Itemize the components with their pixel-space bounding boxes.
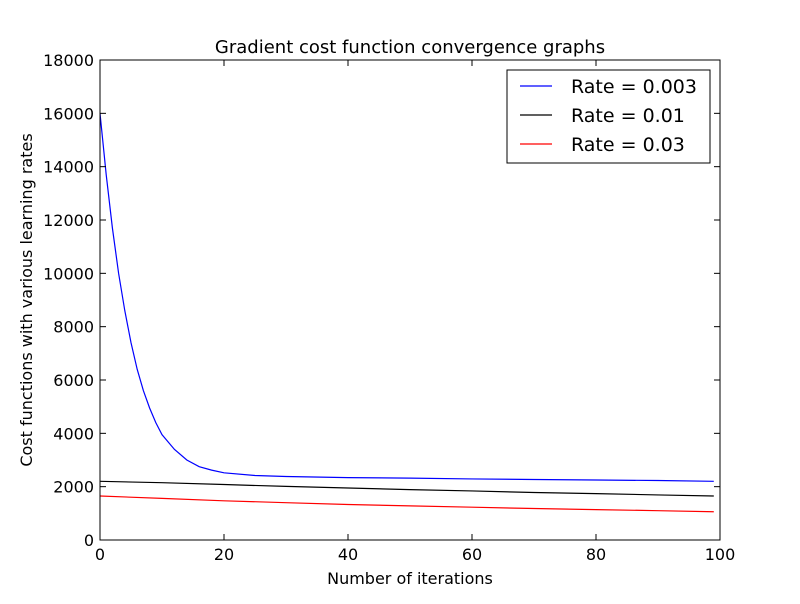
x-tick-label: 100 <box>705 545 736 564</box>
x-axis-label: Number of iterations <box>327 569 493 588</box>
y-tick-label: 2000 <box>53 478 94 497</box>
x-tick-label: 80 <box>586 545 606 564</box>
legend: Rate = 0.003 Rate = 0.01 Rate = 0.03 <box>506 69 711 164</box>
x-tick-label: 40 <box>338 545 358 564</box>
y-tick-label: 12000 <box>43 211 94 230</box>
y-tick-label: 4000 <box>53 424 94 443</box>
x-tick-label: 60 <box>462 545 482 564</box>
series-line-3 <box>100 495 714 513</box>
series-line-1 <box>100 113 714 482</box>
y-axis-label: Cost functions with various learning rat… <box>17 133 36 466</box>
y-tick-label: 0 <box>84 531 94 550</box>
y-tick-label: 16000 <box>43 104 94 123</box>
y-tick-label: 18000 <box>43 51 94 70</box>
legend-label: Rate = 0.01 <box>571 105 685 127</box>
plot-area: 0 20 40 60 80 100 0 2000 4000 6000 8000 10000 12000 1… <box>43 51 735 564</box>
x-tick-label: 0 <box>95 545 105 564</box>
y-tick-label: 14000 <box>43 158 94 177</box>
y-tick-label: 6000 <box>53 371 94 390</box>
x-tick-label: 20 <box>214 545 234 564</box>
series-line-2 <box>100 480 714 497</box>
legend-label: Rate = 0.03 <box>571 134 685 156</box>
plot-frame <box>99 59 721 541</box>
y-tick-label: 10000 <box>43 264 94 283</box>
legend-label: Rate = 0.003 <box>571 76 697 98</box>
y-tick-label: 8000 <box>53 318 94 337</box>
chart-title: Gradient cost function convergence graph… <box>215 37 605 58</box>
